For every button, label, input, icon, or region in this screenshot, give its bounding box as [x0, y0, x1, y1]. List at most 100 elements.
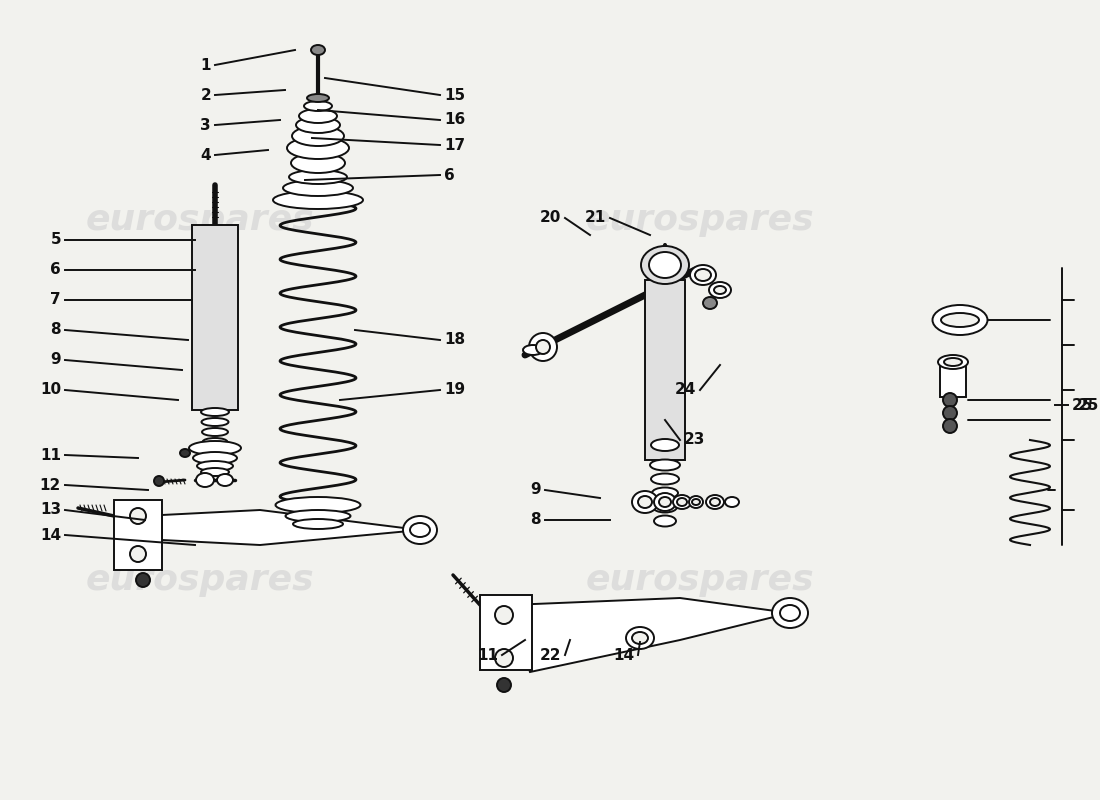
Text: 14: 14: [40, 527, 60, 542]
Text: 20: 20: [540, 210, 561, 226]
Bar: [940, 365, 966, 397]
Ellipse shape: [311, 45, 324, 55]
Ellipse shape: [940, 313, 979, 327]
Bar: [114, 500, 162, 570]
Ellipse shape: [293, 519, 343, 529]
Text: eurospares: eurospares: [585, 203, 814, 237]
Ellipse shape: [632, 491, 658, 513]
Ellipse shape: [273, 191, 363, 209]
Ellipse shape: [695, 269, 711, 281]
Circle shape: [495, 606, 513, 624]
Text: 19: 19: [444, 382, 465, 398]
Ellipse shape: [690, 265, 716, 285]
Ellipse shape: [780, 605, 800, 621]
Ellipse shape: [201, 418, 229, 426]
Text: 1: 1: [200, 58, 211, 73]
Ellipse shape: [710, 282, 732, 298]
Ellipse shape: [292, 153, 345, 173]
Text: 5: 5: [51, 233, 60, 247]
Polygon shape: [510, 598, 790, 672]
Ellipse shape: [192, 452, 236, 464]
Ellipse shape: [286, 510, 351, 522]
Text: 11: 11: [477, 647, 498, 662]
Text: 25: 25: [1078, 398, 1099, 413]
Ellipse shape: [673, 495, 691, 509]
Text: 3: 3: [200, 118, 211, 133]
Text: 22: 22: [539, 647, 561, 662]
Ellipse shape: [654, 493, 676, 511]
Ellipse shape: [197, 461, 233, 471]
Ellipse shape: [651, 439, 679, 451]
Text: 23: 23: [684, 433, 705, 447]
Polygon shape: [162, 510, 420, 545]
Ellipse shape: [196, 473, 214, 487]
Ellipse shape: [287, 137, 349, 159]
Ellipse shape: [283, 180, 353, 196]
Text: 12: 12: [40, 478, 60, 493]
Ellipse shape: [649, 252, 681, 278]
Ellipse shape: [189, 441, 241, 455]
Text: 8: 8: [51, 322, 60, 338]
Circle shape: [943, 393, 957, 407]
Ellipse shape: [154, 476, 164, 486]
Ellipse shape: [304, 101, 332, 111]
Ellipse shape: [202, 428, 228, 436]
Text: 11: 11: [40, 447, 60, 462]
Circle shape: [943, 406, 957, 420]
Text: 13: 13: [40, 502, 60, 518]
Text: 2: 2: [200, 87, 211, 102]
Ellipse shape: [632, 632, 648, 644]
Bar: [480, 595, 532, 670]
Ellipse shape: [653, 502, 676, 513]
Text: 14: 14: [613, 647, 634, 662]
Text: 9: 9: [530, 482, 541, 498]
Ellipse shape: [659, 497, 671, 507]
Ellipse shape: [497, 678, 512, 692]
Ellipse shape: [296, 117, 340, 133]
Ellipse shape: [692, 499, 700, 505]
Text: 6: 6: [51, 262, 60, 278]
Ellipse shape: [217, 474, 233, 486]
Ellipse shape: [652, 487, 678, 498]
Text: 21: 21: [585, 210, 606, 226]
Text: 9: 9: [51, 353, 60, 367]
Ellipse shape: [410, 523, 430, 537]
Ellipse shape: [289, 170, 346, 184]
Bar: [645, 280, 685, 460]
Ellipse shape: [201, 408, 229, 416]
Text: 17: 17: [444, 138, 465, 153]
Ellipse shape: [706, 495, 724, 509]
Text: 24: 24: [674, 382, 696, 398]
Ellipse shape: [933, 305, 988, 335]
Ellipse shape: [703, 297, 717, 309]
Ellipse shape: [299, 109, 337, 123]
Circle shape: [943, 419, 957, 433]
Ellipse shape: [641, 246, 689, 284]
Text: eurospares: eurospares: [585, 563, 814, 597]
Text: 10: 10: [40, 382, 60, 398]
Circle shape: [130, 508, 146, 524]
Ellipse shape: [522, 345, 543, 355]
Text: 4: 4: [200, 147, 211, 162]
Text: 6: 6: [444, 167, 454, 182]
Circle shape: [529, 333, 557, 361]
Circle shape: [536, 340, 550, 354]
Ellipse shape: [938, 355, 968, 369]
Ellipse shape: [714, 286, 726, 294]
Ellipse shape: [650, 459, 680, 470]
Ellipse shape: [772, 598, 808, 628]
Ellipse shape: [307, 94, 329, 102]
Ellipse shape: [710, 498, 720, 506]
Text: eurospares: eurospares: [86, 563, 315, 597]
Bar: [192, 225, 238, 410]
Ellipse shape: [275, 497, 361, 513]
Circle shape: [495, 649, 513, 667]
Circle shape: [130, 546, 146, 562]
Text: 15: 15: [444, 87, 465, 102]
Ellipse shape: [202, 438, 228, 446]
Ellipse shape: [403, 516, 437, 544]
Ellipse shape: [725, 497, 739, 507]
Ellipse shape: [944, 358, 962, 366]
Text: 7: 7: [51, 293, 60, 307]
Ellipse shape: [292, 126, 344, 146]
